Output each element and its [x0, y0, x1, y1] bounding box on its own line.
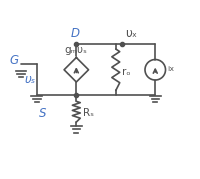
Text: G: G — [10, 54, 19, 67]
Text: ᵢₓ: ᵢₓ — [167, 61, 174, 74]
Text: gₘυₛ: gₘυₛ — [64, 45, 87, 55]
Text: υₛ: υₛ — [24, 73, 36, 86]
Text: D: D — [71, 27, 80, 40]
Text: S: S — [39, 107, 46, 120]
Text: rₒ: rₒ — [122, 67, 131, 77]
Text: υₓ: υₓ — [125, 27, 137, 40]
Text: Rₛ: Rₛ — [83, 108, 94, 118]
